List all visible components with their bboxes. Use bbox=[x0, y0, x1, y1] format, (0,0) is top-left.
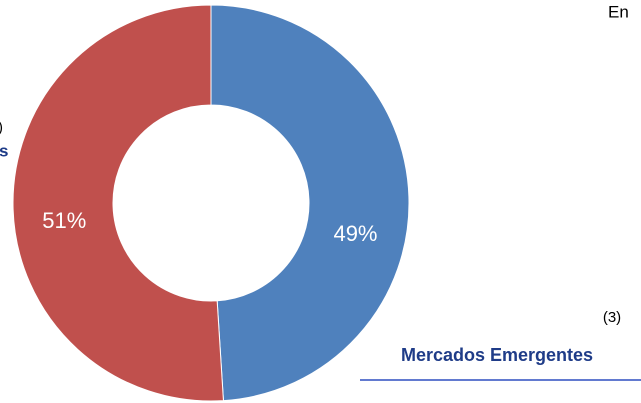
cropped-label: En bbox=[608, 2, 629, 21]
cropped-label: s bbox=[0, 141, 8, 160]
footnote-label: (3) bbox=[603, 309, 621, 326]
region-label: Mercados Emergentes bbox=[401, 345, 593, 365]
slice bbox=[12, 4, 224, 402]
cropped-label: ) bbox=[0, 119, 3, 136]
data-label: 51% bbox=[42, 208, 86, 233]
data-label: 49% bbox=[333, 221, 377, 246]
donut: 49% 51% bbox=[12, 4, 410, 402]
slice bbox=[210, 4, 410, 402]
